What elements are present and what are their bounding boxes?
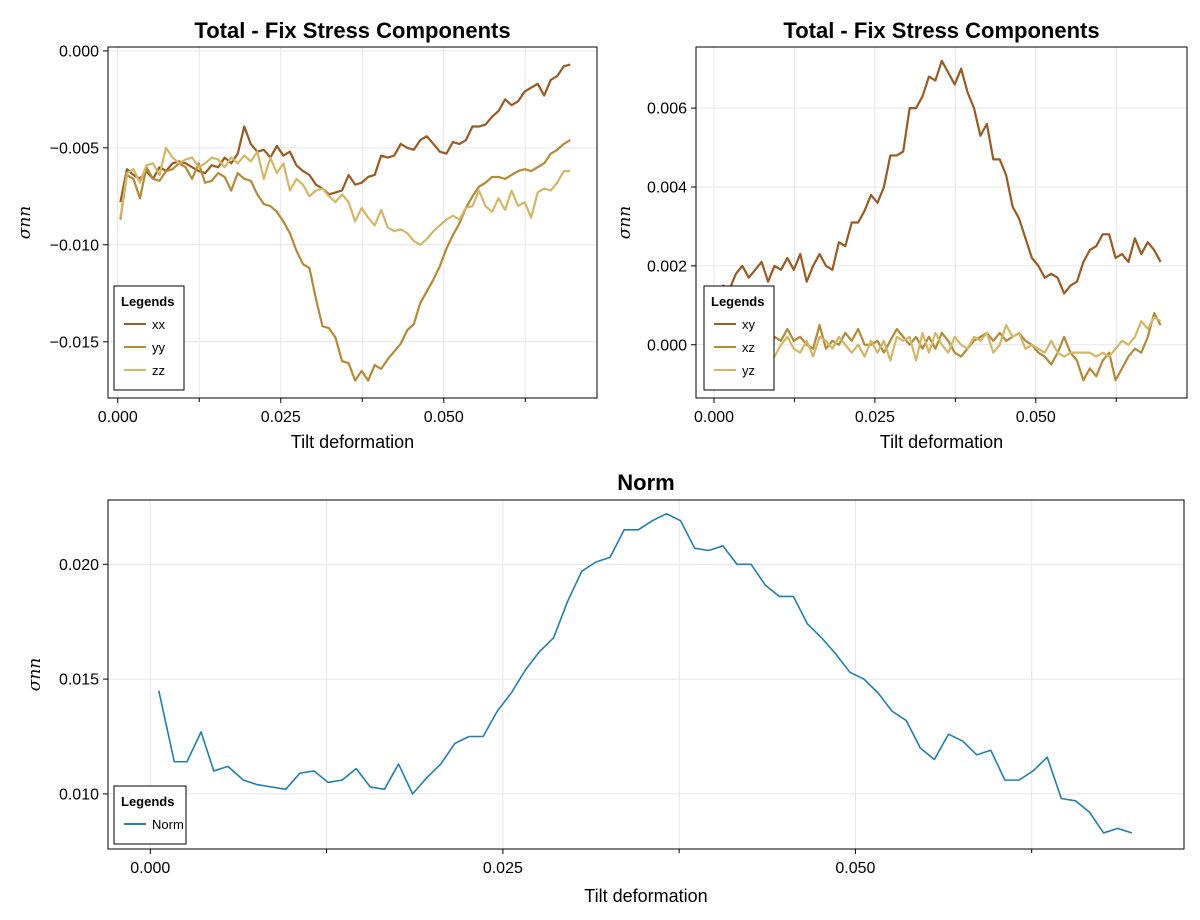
y-tick-label: 0.006	[647, 101, 687, 118]
legend-label-xx: xx	[152, 317, 166, 332]
x-axis-label: Tilt deformation	[880, 432, 1003, 452]
chart-title: Total - Fix Stress Components	[783, 18, 1099, 43]
y-axis-label: σnn	[615, 206, 635, 240]
chart-top-left: 0.000 0.025 0.050 0.000 −0.005 −0.010 −0.015 To…	[15, 18, 598, 452]
legend-title: Legends	[121, 794, 174, 809]
legend-label-yy: yy	[152, 340, 166, 355]
chart-title: Norm	[617, 470, 674, 495]
legend-label-zz: zz	[152, 363, 165, 378]
legend-label-xy: xy	[742, 317, 756, 332]
y-tick-label: −0.005	[50, 140, 99, 157]
legend-title: Legends	[711, 294, 764, 309]
x-tick-label: 0.025	[483, 860, 523, 877]
legend-box	[703, 285, 775, 391]
series-line-xz	[715, 312, 1162, 382]
legend: Legends Norm	[113, 785, 187, 845]
legend-label-xz: xz	[742, 340, 755, 355]
y-axis-label: σnn	[25, 658, 45, 692]
plot-frame	[107, 499, 1185, 850]
series-line-xx	[119, 63, 571, 203]
x-tick-label: 0.025	[855, 409, 895, 426]
y-tick-label: 0.000	[59, 43, 99, 60]
legend-label-yz: yz	[742, 363, 755, 378]
x-tick-label: 0.000	[694, 409, 734, 426]
y-tick-label: −0.015	[50, 334, 99, 351]
y-axis-label: σnn	[15, 206, 35, 240]
grid-lines	[108, 500, 1184, 849]
x-tick-label: 0.050	[424, 409, 464, 426]
plot-frame	[107, 46, 598, 399]
y-tick-label: 0.020	[59, 557, 99, 574]
x-tick-label: 0.000	[130, 860, 170, 877]
series-line-yy	[119, 139, 571, 382]
y-tick-label: 0.010	[59, 786, 99, 803]
legend-title: Legends	[121, 294, 174, 309]
y-tick-label: 0.002	[647, 258, 687, 275]
x-tick-label: 0.025	[261, 409, 301, 426]
x-tick-label: 0.050	[835, 860, 875, 877]
x-tick-label: 0.050	[1016, 409, 1056, 426]
series-line-Norm	[157, 512, 1133, 834]
y-tick-label: 0.000	[647, 337, 687, 354]
y-tick-label: 0.004	[647, 180, 687, 197]
x-axis-label: Tilt deformation	[291, 432, 414, 452]
legend: Legends xy xz yz	[703, 285, 775, 391]
legend-label-Norm: Norm	[152, 817, 184, 832]
legend-box	[113, 785, 187, 845]
legend-box	[113, 285, 185, 391]
grid-lines	[108, 47, 597, 398]
legend: Legends xx yy zz	[113, 285, 185, 391]
plot-frame	[695, 46, 1188, 399]
series-line-yz	[716, 316, 1162, 362]
chart-top-right: 0.000 0.025 0.050 0.000 0.002 0.004 0.006 Total…	[615, 18, 1188, 452]
chart-norm: 0.000 0.025 0.050 0.010 0.015 0.020 Norm Tilt d…	[25, 470, 1185, 906]
x-axis-label: Tilt deformation	[584, 886, 707, 906]
x-tick-label: 0.000	[98, 409, 138, 426]
y-tick-label: 0.015	[59, 672, 99, 689]
series-line-zz	[119, 146, 571, 246]
y-tick-label: −0.010	[50, 237, 99, 254]
series-line-xy	[715, 59, 1162, 295]
chart-title: Total - Fix Stress Components	[194, 18, 510, 43]
